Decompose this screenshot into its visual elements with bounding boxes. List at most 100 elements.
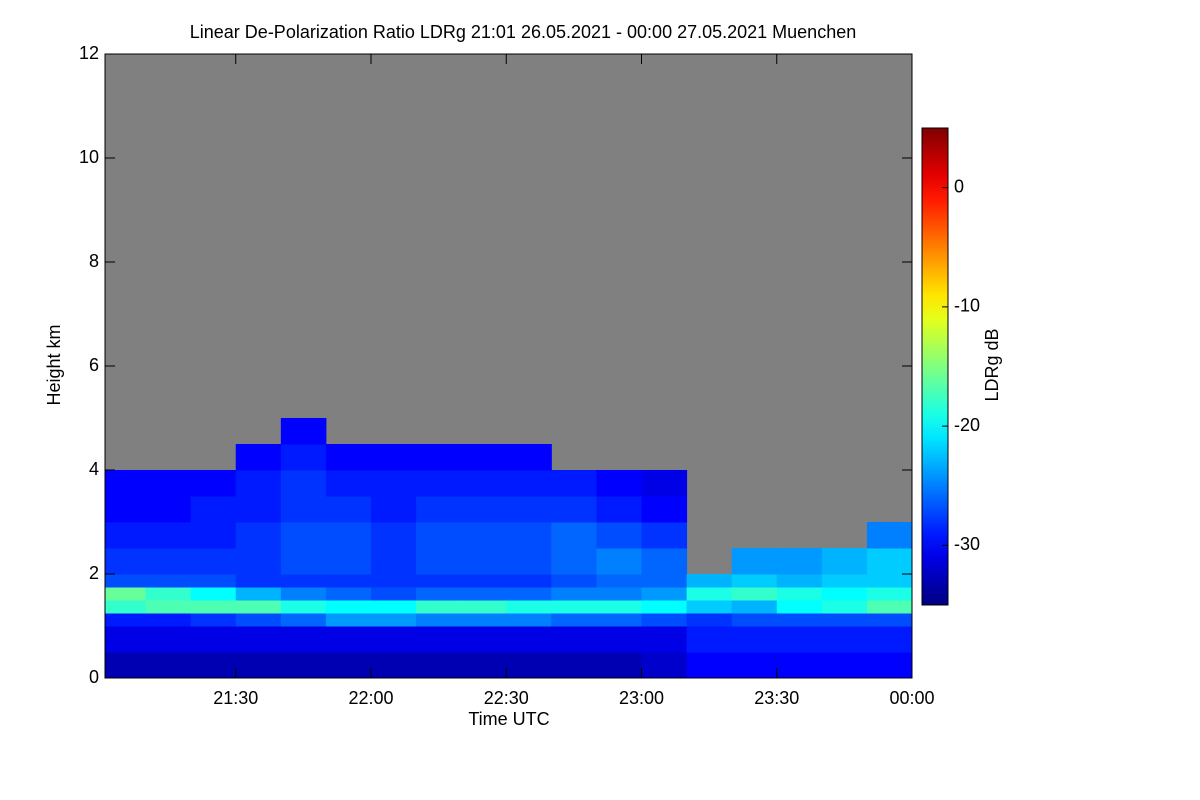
heatmap-cell [325,548,372,575]
heatmap-cell [325,444,372,471]
heatmap-cell [235,652,282,679]
heatmap-cell [641,574,688,588]
heatmap-cell [506,587,552,601]
heatmap-cell [416,613,462,627]
heatmap-cell [416,444,462,471]
heatmap-cell [731,626,778,653]
heatmap-cell [105,496,147,523]
heatmap-cell [280,470,327,497]
y-tick-label: 2 [89,563,99,583]
heatmap-cell [506,548,552,575]
heatmap-cell [866,574,913,588]
heatmap-cell [461,522,507,549]
heatmap-cell [866,600,913,614]
x-tick-label: 22:00 [348,688,393,708]
x-tick-label: 23:00 [619,688,664,708]
heatmap-cell [776,626,823,653]
heatmap-cell [416,548,462,575]
heatmap-cell [821,600,868,614]
heatmap-cell [551,574,597,588]
heatmap-cell [416,470,462,497]
heatmap-cell [461,600,507,614]
heatmap-cell [235,574,282,588]
heatmap-cell [821,574,868,588]
heatmap-cell [641,548,688,575]
heatmap-cell [461,496,507,523]
heatmap-cell [866,587,913,601]
heatmap-cell [731,652,778,679]
heatmap-cell [370,652,417,679]
heatmap-cell [235,444,282,471]
heatmap-cell [370,470,417,497]
heatmap-cell [280,587,327,601]
heatmap-cell [596,600,642,614]
heatmap-cell [370,626,417,653]
heatmap-cell [866,613,913,627]
heatmap-cell [506,652,552,679]
heatmap-cell [370,587,417,601]
heatmap-cell [235,613,282,627]
heatmap-cell [190,522,237,549]
heatmap-cell [821,652,868,679]
heatmap-cell [370,496,417,523]
heatmap-cell [686,587,733,601]
heatmap-cell [280,418,327,445]
heatmap-cell [235,587,282,601]
x-tick-label: 22:30 [484,688,529,708]
heatmap-cell [145,626,192,653]
heatmap-cell [686,613,733,627]
heatmap-cell [280,626,327,653]
heatmap-cell [551,600,597,614]
heatmap-cell [596,652,642,679]
heatmap-cell [325,496,372,523]
heatmap-cell [325,600,372,614]
heatmap-cell [325,652,372,679]
x-tick-label: 23:30 [754,688,799,708]
heatmap-cell [641,613,688,627]
y-tick-label: 0 [89,667,99,687]
heatmap-cell [105,587,147,601]
heatmap-cell [821,548,868,575]
heatmap-cell [731,600,778,614]
heatmap-cell [461,470,507,497]
heatmap-cell [461,652,507,679]
heatmap-cell [776,587,823,601]
heatmap-cell [190,496,237,523]
heatmap-cell [105,626,147,653]
heatmap-cell [370,574,417,588]
chart-title: Linear De-Polarization Ratio LDRg 21:01 … [190,22,856,42]
heatmap-cell [731,574,778,588]
heatmap-cell [866,652,913,679]
heatmap-cell [190,626,237,653]
heatmap-cell [506,626,552,653]
heatmap-cell [461,444,507,471]
heatmap-cell [235,600,282,614]
heatmap-cell [190,600,237,614]
heatmap-cell [821,613,868,627]
heatmap-cell [686,652,733,679]
x-axis-label: Time UTC [468,709,549,729]
heatmap-cell [506,600,552,614]
heatmap-cell [686,626,733,653]
heatmap-cell [776,600,823,614]
heatmap-cell [866,522,913,549]
heatmap-cell [551,626,597,653]
heatmap-cell [641,496,688,523]
heatmap-cell [461,548,507,575]
heatmap-cell [596,613,642,627]
heatmap-cell [105,600,147,614]
x-tick-label: 21:30 [213,688,258,708]
y-tick-label: 4 [89,459,99,479]
heatmap-cell [280,600,327,614]
heatmap-cell [641,522,688,549]
heatmap-cell [235,626,282,653]
heatmap-cell [596,574,642,588]
heatmap-cell [145,652,192,679]
heatmap-cell [866,626,913,653]
y-tick-label: 6 [89,355,99,375]
heatmap-cell [866,548,913,575]
heatmap-cell [145,600,192,614]
heatmap-cell [190,548,237,575]
heatmap-cell [370,600,417,614]
heatmap-cell [105,652,147,679]
